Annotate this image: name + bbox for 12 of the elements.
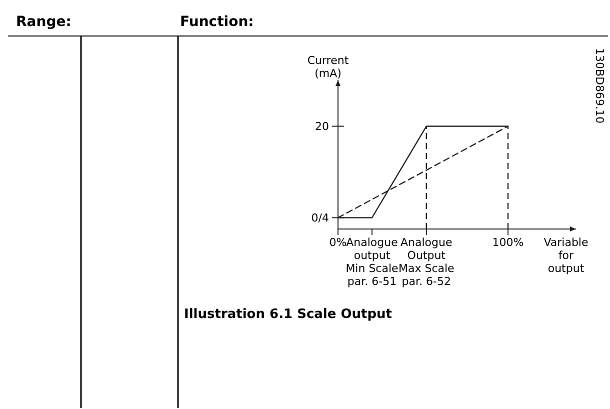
- x-tick-label: Analogue Output Max Scale par. 6-52: [398, 236, 455, 288]
- text: Function:: [180, 14, 254, 30]
- x-axis-title: Variable for output: [544, 236, 588, 275]
- text: 130BD869.10: [593, 48, 606, 124]
- x-tick-label: Analogue output Min Scale par. 6-51: [346, 236, 399, 288]
- y-axis-title: Current (mA): [307, 54, 350, 80]
- x-tick-label: 0%: [329, 236, 347, 249]
- text: Range:: [16, 14, 72, 30]
- text: 20: [315, 120, 329, 134]
- text: Illustration 6.1 Scale Output: [184, 307, 392, 322]
- text: 0/4: [311, 212, 329, 225]
- x-tick-label: 100%: [492, 236, 524, 249]
